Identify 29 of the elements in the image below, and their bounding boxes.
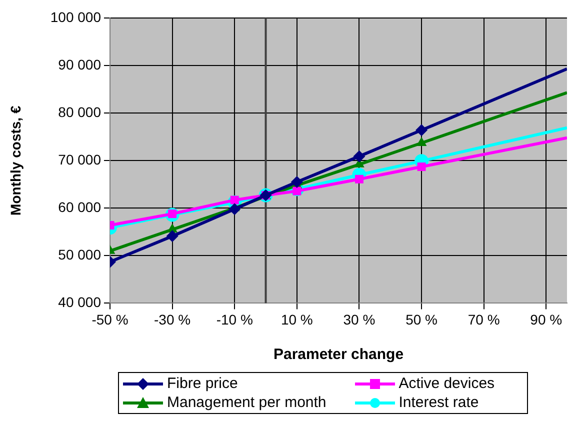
point bbox=[290, 176, 303, 188]
x-tick-label: 30 % bbox=[343, 311, 376, 328]
x-tick-label: 10 % bbox=[280, 311, 313, 328]
legend-label: Active devices bbox=[398, 375, 495, 392]
x-tick-label: 90 % bbox=[530, 311, 562, 328]
point bbox=[166, 230, 178, 242]
x-tick-label: -30 % bbox=[154, 311, 191, 328]
point bbox=[417, 162, 426, 172]
y-tick-label: 60 000 bbox=[58, 198, 102, 215]
y-axis-title: Monthly costs, € bbox=[7, 106, 24, 216]
x-tick-label: -50 % bbox=[92, 311, 128, 328]
legend-label: Management per month bbox=[167, 394, 326, 411]
x-tick-label: 50 % bbox=[406, 311, 438, 328]
point bbox=[416, 137, 427, 146]
legend-label: Fibre price bbox=[167, 375, 238, 392]
point bbox=[353, 150, 366, 162]
y-tick-label: 40 000 bbox=[58, 294, 102, 310]
y-tick-label: 70 000 bbox=[58, 151, 102, 168]
x-axis-title: Parameter change bbox=[273, 346, 404, 364]
y-tick-label: 100 000 bbox=[50, 8, 102, 25]
y-tick-label: 80 000 bbox=[58, 104, 102, 120]
x-tick-label: -10 % bbox=[216, 311, 253, 328]
point bbox=[354, 174, 364, 184]
x-tick-label: 70 % bbox=[468, 311, 500, 328]
y-tick-label: 50 000 bbox=[58, 246, 102, 263]
point bbox=[228, 203, 241, 216]
legend-label: Interest rate bbox=[398, 394, 479, 411]
y-tick-label: 90 000 bbox=[58, 56, 102, 72]
point bbox=[416, 124, 428, 136]
